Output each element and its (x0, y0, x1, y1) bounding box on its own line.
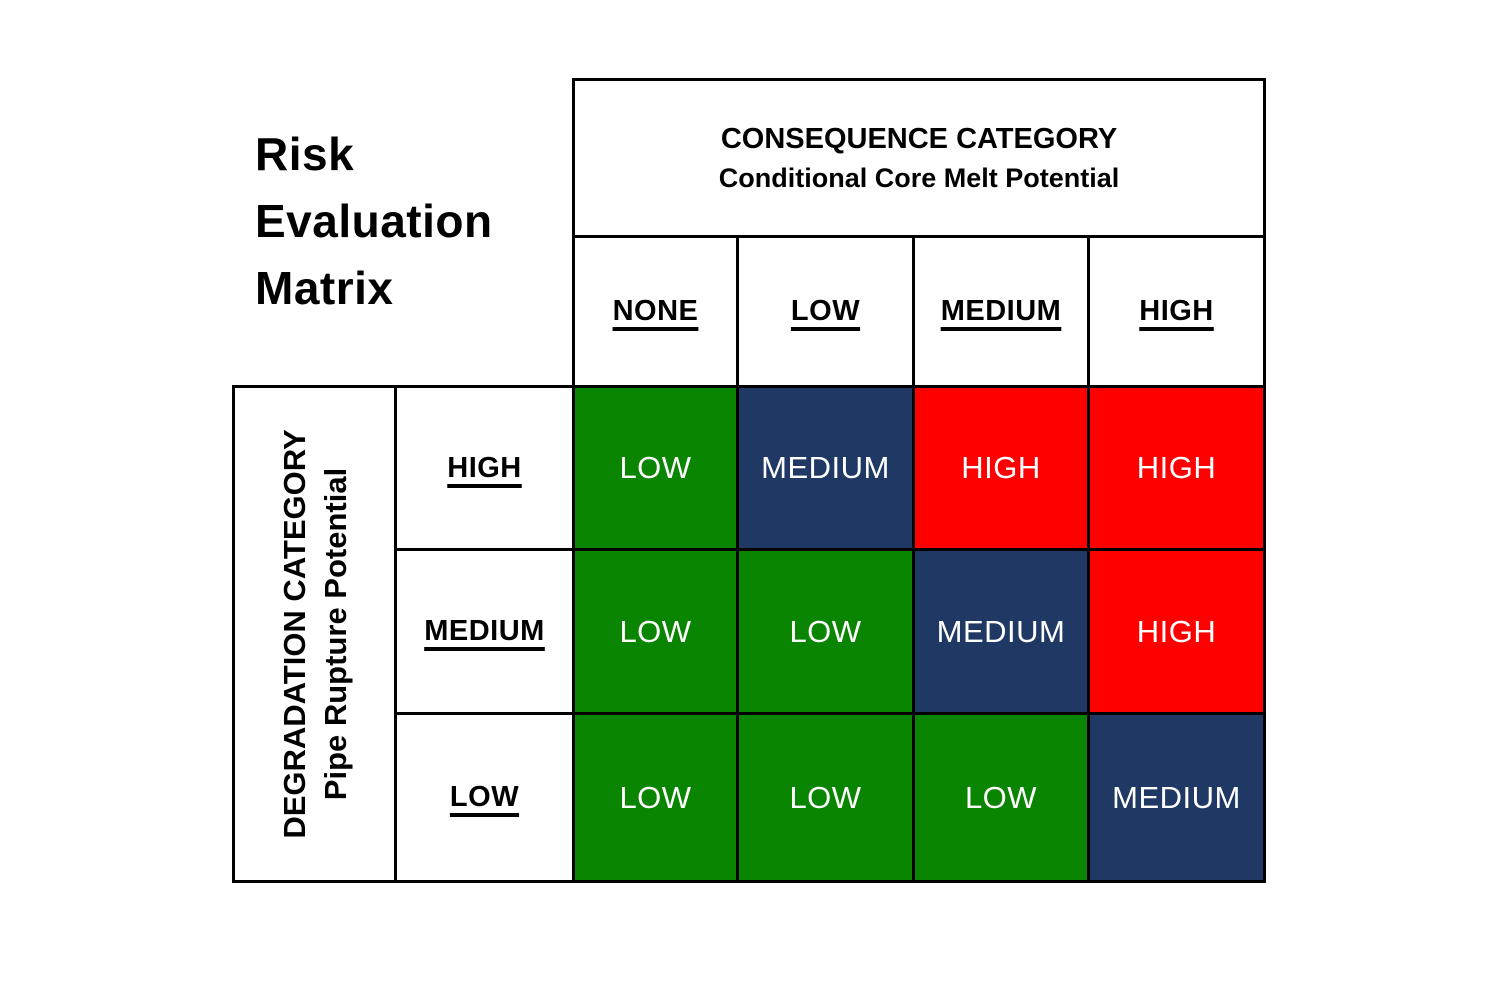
matrix-cell-label: LOW (964, 779, 1038, 815)
row-header-high-label: HIGH (447, 451, 522, 484)
degradation-category-title: DEGRADATION CATEGORY (276, 429, 312, 839)
matrix-cell-medium-low: LOW (736, 548, 915, 715)
row-header-low-label: LOW (449, 781, 520, 813)
matrix-cell-high-high: HIGH (1087, 385, 1266, 551)
matrix-cell-label: HIGH (961, 450, 1041, 485)
page-title-line-1: Risk (255, 128, 355, 180)
page-title-line-2: Evaluation (255, 195, 493, 247)
consequence-category-header-cell: CONSEQUENCE CATEGORY Conditional Core Me… (571, 78, 1267, 238)
degradation-category-subtitle: Pipe Rupture Potential (317, 467, 353, 801)
consequence-header-table: CONSEQUENCE CATEGORY Conditional Core Me… (571, 78, 1267, 388)
row-header-high: HIGH (394, 385, 575, 551)
page-title: Risk Evaluation Matrix (255, 121, 493, 322)
consequence-category-title: CONSEQUENCE CATEGORY (720, 123, 1118, 155)
matrix-cell-medium-medium: MEDIUM (912, 548, 1090, 715)
risk-matrix-table: DEGRADATION CATEGORY Pipe Rupture Potent… (232, 385, 1266, 883)
matrix-cell-label: MEDIUM (761, 450, 890, 485)
matrix-cell-low-high: MEDIUM (1087, 712, 1266, 883)
matrix-cell-label: HIGH (1136, 613, 1217, 649)
matrix-cell-label: LOW (789, 613, 862, 649)
matrix-cell-label: MEDIUM (1112, 779, 1241, 815)
column-header-none-label: NONE (612, 295, 699, 327)
row-header-medium: MEDIUM (394, 548, 575, 715)
matrix-cell-low-medium: LOW (912, 712, 1090, 883)
matrix-cell-medium-none: LOW (572, 548, 739, 715)
column-header-medium-label: MEDIUM (940, 295, 1062, 327)
column-header-low-label: LOW (790, 295, 861, 327)
matrix-cell-label: LOW (619, 450, 692, 485)
degradation-category-rotated-text: DEGRADATION CATEGORY Pipe Rupture Potent… (274, 429, 356, 838)
column-header-high: HIGH (1086, 235, 1267, 388)
matrix-cell-medium-high: HIGH (1087, 548, 1266, 715)
column-header-high-label: HIGH (1139, 295, 1214, 327)
column-header-medium: MEDIUM (912, 235, 1090, 388)
matrix-cell-low-none: LOW (572, 712, 739, 883)
column-header-none: NONE (572, 235, 739, 388)
degradation-category-header-cell: DEGRADATION CATEGORY Pipe Rupture Potent… (232, 385, 397, 883)
matrix-cell-label: HIGH (1136, 450, 1217, 485)
matrix-cell-label: LOW (789, 779, 862, 815)
matrix-cell-high-none: LOW (572, 385, 739, 551)
matrix-cell-high-low: MEDIUM (736, 385, 915, 551)
page-title-line-3: Matrix (255, 262, 394, 314)
consequence-category-subtitle: Conditional Core Melt Potential (718, 163, 1120, 193)
matrix-cell-low-low: LOW (736, 712, 915, 883)
column-header-low: LOW (736, 235, 915, 388)
matrix-cell-high-medium: HIGH (912, 385, 1090, 551)
row-header-medium-label: MEDIUM (424, 615, 545, 647)
matrix-cell-label: MEDIUM (936, 613, 1066, 649)
matrix-cell-label: LOW (619, 613, 692, 649)
matrix-cell-label: LOW (619, 779, 692, 815)
row-header-low: LOW (394, 712, 575, 883)
